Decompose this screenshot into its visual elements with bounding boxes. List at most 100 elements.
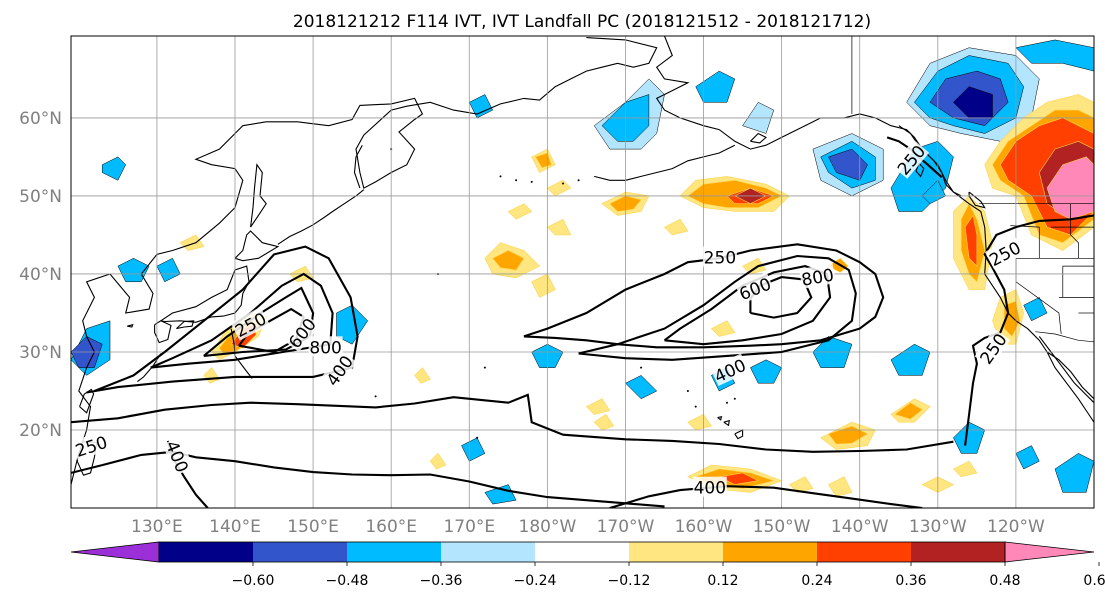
island: [530, 180, 533, 183]
negative-anomaly-region: [1015, 39, 1094, 72]
ivt-contour-400: [609, 485, 923, 508]
positive-anomaly-region: [179, 234, 205, 251]
contour-label-bg: [974, 328, 1011, 368]
colorbar-segment: [723, 542, 817, 562]
coastline: [734, 429, 744, 440]
latitude-labels: 20°N 30°N 40°N 50°N 60°N: [19, 109, 62, 441]
island: [726, 401, 728, 404]
contour-label-text: 250: [704, 249, 736, 269]
positive-anomaly-region: [507, 203, 533, 220]
negative-anomaly-region: [750, 359, 782, 384]
colorbar-tick-label: 0.60: [1083, 573, 1105, 589]
coastline: [1046, 351, 1094, 400]
colorbar-segment: [347, 542, 441, 562]
coastline: [250, 163, 267, 228]
positive-anomaly-region: [828, 476, 853, 497]
negative-anomaly-region: [695, 70, 736, 103]
island: [733, 397, 736, 400]
contour-label-bg: [230, 307, 270, 341]
contour-label: 250: [702, 246, 737, 269]
contour-label-bg: [162, 436, 194, 476]
colorbar-tick-label: −0.12: [608, 573, 651, 589]
colorbar-tick-label: −0.48: [326, 573, 369, 589]
longitude-labels: 130°E 140°E 150°E 160°E 170°E 180°W 170°W 160°W…: [131, 517, 1045, 537]
colorbar-tick-label: 0.24: [801, 573, 832, 589]
longitude-tick-label: 140°W: [831, 517, 889, 537]
colorbar-segment: [629, 542, 723, 562]
negative-anomaly-region: [1015, 445, 1040, 470]
colorbar-tick-label: −0.36: [420, 573, 463, 589]
island: [374, 395, 377, 398]
longitude-tick-label: 170°E: [443, 517, 495, 537]
colorbar-segment: [253, 542, 347, 562]
coastline-layer: [71, 36, 1094, 485]
longitude-tick-label: 140°E: [209, 517, 261, 537]
coastline: [1038, 336, 1094, 404]
positive-anomaly-region: [546, 218, 572, 236]
ivt-contour-layer: [71, 136, 1094, 508]
contour-label: 400: [692, 476, 727, 499]
colorbar-segment: [911, 542, 1005, 562]
positive-anomaly-region: [718, 472, 760, 485]
island: [515, 179, 518, 182]
coastline: [594, 144, 736, 181]
negative-anomaly-region: [468, 94, 494, 119]
positive-anomaly-region: [952, 460, 978, 478]
positive-anomaly-region: [585, 398, 611, 415]
longitude-tick-label: 130°E: [131, 517, 183, 537]
contour-label-bg: [798, 263, 836, 289]
coastline: [353, 144, 363, 189]
island: [562, 182, 564, 185]
coastline: [176, 320, 195, 330]
island: [640, 366, 643, 369]
latitude-tick-label: 20°N: [19, 421, 62, 441]
island: [476, 436, 479, 439]
figure-title: 2018121212 F114 IVT, IVT Landfall PC (20…: [293, 12, 871, 32]
colorbar-tick-label: −0.60: [232, 573, 275, 589]
coastline: [717, 415, 723, 421]
longitude-tick-label: 150°W: [753, 517, 811, 537]
latitude-tick-label: 30°N: [19, 343, 62, 363]
colorbar-segment: [535, 542, 629, 562]
contour-label-bg: [71, 430, 111, 461]
longitude-tick-label: 150°E: [287, 517, 339, 537]
contour-label-bg: [891, 139, 930, 179]
positive-anomaly-region: [687, 414, 712, 431]
contour-label-bg: [702, 246, 737, 267]
ivt-contour-250: [964, 214, 1094, 446]
contour-label-bg: [283, 313, 320, 353]
island: [499, 175, 502, 178]
ivt-contour-250: [86, 245, 359, 394]
coastline: [127, 323, 134, 328]
longitude-tick-label: 180°W: [519, 517, 577, 537]
negative-anomaly-region: [461, 437, 486, 462]
negative-anomaly-region: [953, 86, 993, 119]
coastline: [723, 419, 730, 427]
colorbar-segment: [159, 542, 253, 562]
contour-label: 800: [308, 336, 343, 358]
coastline: [898, 125, 962, 197]
coastline: [71, 37, 658, 485]
colorbar-outline: [158, 541, 1006, 563]
political-border: [1010, 225, 1040, 228]
contour-label-bg: [735, 272, 775, 304]
island: [577, 179, 580, 182]
positive-anomaly-region: [894, 402, 923, 420]
contour-label-bg: [308, 336, 343, 357]
coastline: [154, 320, 172, 344]
positive-anomaly-region: [742, 257, 767, 275]
colorbar-segment: [817, 542, 911, 562]
colorbar-extend-low: [70, 541, 160, 563]
contour-label-bg: [984, 236, 1025, 270]
positive-anomaly-region: [492, 250, 525, 271]
colorbar-segment: [441, 542, 535, 562]
positive-anomaly-region: [546, 179, 572, 197]
colorbar-tick-label: 0.48: [989, 573, 1020, 589]
negative-anomaly-region: [625, 375, 658, 400]
coastline: [968, 191, 986, 209]
coastline: [160, 265, 250, 323]
positive-anomaly-region: [414, 367, 431, 384]
negative-anomaly-region: [1054, 453, 1094, 493]
colorbar: −0.60 −0.48 −0.36 −0.24 −0.12 0.12 0.24 0.36 0.4…: [70, 541, 1105, 589]
